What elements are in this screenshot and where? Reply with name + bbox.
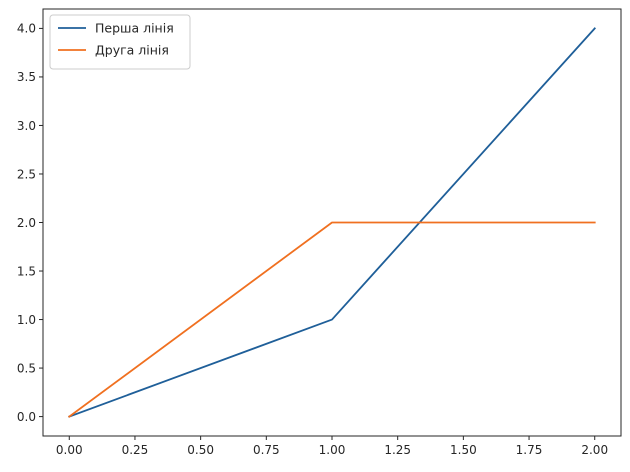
x-tick-label: 0.00 xyxy=(56,443,83,457)
y-tick-label: 0.5 xyxy=(17,361,36,375)
x-tick-label: 0.75 xyxy=(253,443,280,457)
series-layer xyxy=(68,27,596,418)
y-tick-label: 1.0 xyxy=(17,313,36,327)
y-tick-label: 1.5 xyxy=(17,264,36,278)
x-tick-label: 1.25 xyxy=(384,443,411,457)
y-tick-label: 3.5 xyxy=(17,70,36,84)
y-tick-label: 4.0 xyxy=(17,22,36,36)
y-tick-label: 2.0 xyxy=(17,216,36,230)
x-tick-label: 1.00 xyxy=(319,443,346,457)
x-tick-label: 2.00 xyxy=(581,443,608,457)
x-axis: 0.00 0.25 0.50 0.75 1.00 1.25 1.50 1.75 2.00 xyxy=(56,436,608,457)
y-tick-label: 0.0 xyxy=(17,410,36,424)
series-line-2 xyxy=(68,221,596,418)
y-tick-label: 2.5 xyxy=(17,167,36,181)
legend-label-2: Друга лінія xyxy=(95,43,169,58)
x-tick-label: 1.75 xyxy=(516,443,543,457)
legend-label-1: Перша лінія xyxy=(95,21,174,36)
series-line-1 xyxy=(68,27,596,418)
x-tick-label: 1.50 xyxy=(450,443,477,457)
y-axis: 0.0 0.5 1.0 1.5 2.0 2.5 3.0 3.5 4.0 xyxy=(17,22,43,424)
y-tick-label: 3.0 xyxy=(17,119,36,133)
x-tick-label: 0.25 xyxy=(122,443,149,457)
x-tick-label: 0.50 xyxy=(187,443,214,457)
legend: Перша лінія Друга лінія xyxy=(49,14,191,70)
